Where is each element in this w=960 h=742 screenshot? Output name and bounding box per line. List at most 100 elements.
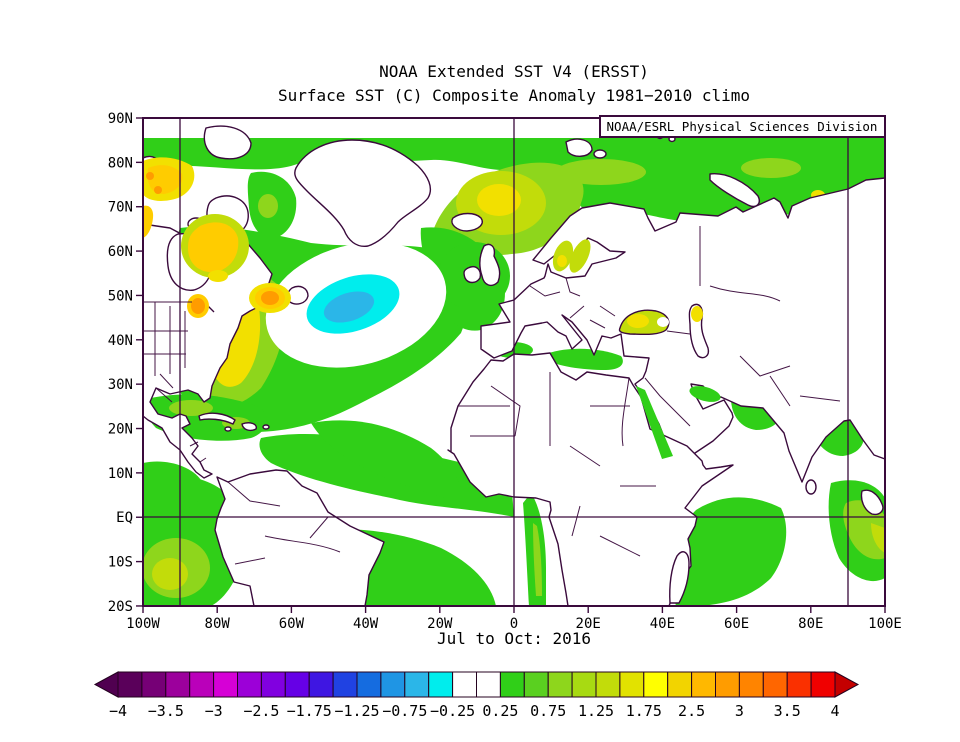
- colorbar-tick-label: 2.5: [678, 702, 705, 720]
- colorbar-tick-label: 4: [830, 702, 839, 720]
- lon-label: 60W: [279, 616, 305, 632]
- plot-title: NOAA Extended SST V4 (ERSST): [379, 62, 649, 81]
- madagascar-coast: [669, 551, 690, 604]
- colorbar-cell: [165, 671, 191, 698]
- credit-text: NOAA/ESRL Physical Sciences Division: [607, 119, 878, 134]
- africa-borders: [458, 372, 656, 557]
- persian-gulf-green: [689, 386, 721, 402]
- ellesmere-island: [203, 125, 252, 160]
- norwegian-sea-yellow: [477, 184, 521, 216]
- lon-label: 60E: [724, 616, 749, 632]
- map-canvas: NOAA/ESRL Physical Sciences Division 90N…: [108, 111, 902, 632]
- credit-box: NOAA/ESRL Physical Sciences Division: [599, 115, 886, 138]
- colorbar-cells: [93, 671, 860, 698]
- lon-label: 100E: [868, 616, 902, 632]
- colorbar-cell: [117, 671, 143, 698]
- south-atlantic-green: [311, 420, 466, 503]
- land-anomaly-patches: [143, 147, 721, 459]
- colorbar-cell: [523, 671, 549, 698]
- lon-label: 20W: [427, 616, 453, 632]
- eq-indian-green: [672, 497, 787, 606]
- colorbar-tick-label: −0.75: [382, 702, 427, 720]
- lat-label: 70N: [108, 200, 133, 216]
- sweden-yellow: [557, 255, 567, 267]
- britain-coast: [479, 243, 501, 287]
- colorbar-right-arrow: [834, 671, 860, 698]
- colorbar-labels: −4 −3.5 −3 −2.5 −1.75 −1.25 −0.75 −0.25 0.25 0.75…: [109, 702, 840, 720]
- colorbar-cell: [237, 671, 262, 698]
- kara-ygreen: [741, 158, 801, 178]
- colorbar-cell: [213, 671, 239, 698]
- colorbar-tick-label: 3: [735, 702, 744, 720]
- lat-label: 50N: [108, 288, 133, 304]
- colorbar-tick-label: 0.75: [530, 702, 566, 720]
- colorbar-cell: [189, 671, 215, 698]
- north-america-coast: [142, 223, 279, 479]
- colorbar-cell: [404, 671, 430, 698]
- africa-coast: [447, 352, 734, 607]
- south-america-coast: [214, 469, 385, 607]
- hispaniola: [241, 422, 257, 432]
- benguela-ygreen: [533, 523, 542, 596]
- colorbar-cell: [691, 671, 716, 698]
- colorbar-cell: [571, 671, 597, 698]
- colorbar-cell: [356, 671, 382, 698]
- lat-label: 10N: [108, 466, 133, 482]
- colorbar-tick-label: −1.25: [334, 702, 379, 720]
- baltic-yellowgreen: [569, 239, 591, 273]
- archipelago-orange-1: [146, 172, 154, 180]
- cuba: [198, 412, 236, 425]
- great-lakes-orange: [191, 298, 205, 314]
- archipelago-green: [158, 147, 182, 157]
- colorbar-tick-label: 0.25: [482, 702, 518, 720]
- newfoundland-coast: [287, 285, 309, 305]
- lon-label: 20E: [576, 616, 601, 632]
- colorbar-tick-label: 1.25: [578, 702, 614, 720]
- us-state-lines: [143, 302, 188, 389]
- black-sea-yellow: [627, 314, 649, 328]
- sumatra-yellowgreen: [871, 523, 885, 553]
- colorbar-tick-label: −4: [109, 702, 127, 720]
- period-label: Jul to Oct: 2016: [436, 629, 592, 648]
- lon-label: 80W: [205, 616, 231, 632]
- colorbar-cell: [428, 671, 454, 698]
- lat-label: 90N: [108, 111, 133, 127]
- archipelago-orange-2: [154, 186, 162, 194]
- jamaica: [224, 426, 232, 432]
- colorbar-tick-label: −3: [205, 702, 223, 720]
- colorbar-cell: [619, 671, 645, 698]
- svalbard-east: [593, 149, 607, 159]
- colorbar-cell: [715, 671, 740, 698]
- colorbar-cell: [260, 671, 286, 698]
- lat-label: 20N: [108, 422, 133, 438]
- lat-label: 10S: [108, 555, 133, 571]
- colorbar-tick-label: −1.75: [287, 702, 332, 720]
- colorbar-cell: [284, 671, 310, 698]
- colorbar-cell: [476, 671, 501, 698]
- lon-label: 100W: [126, 616, 160, 632]
- lon-label: 0: [510, 616, 518, 632]
- se-pacific-yellowgreen: [152, 558, 188, 590]
- hudson-yellow-south: [208, 270, 228, 282]
- lon-label: 40W: [353, 616, 379, 632]
- colorbar-tick-label: −2.5: [243, 702, 279, 720]
- lat-label: 40N: [108, 333, 133, 349]
- europe-borders: [529, 277, 616, 329]
- greenland-coast: [294, 139, 432, 247]
- mexico-border: [155, 387, 173, 403]
- colorbar-cell: [499, 671, 525, 698]
- colorbar-cell: [380, 671, 406, 698]
- plot-subtitle: Surface SST (C) Composite Anomaly 1981−2…: [277, 86, 750, 105]
- colorbar-cell: [738, 671, 764, 698]
- davis-strait-ygreen: [258, 194, 278, 218]
- hudson-foxe-gold: [188, 222, 239, 273]
- svalbard: [565, 138, 593, 157]
- colorbar-cell: [547, 671, 573, 698]
- colorbar-cell: [810, 671, 836, 698]
- asia-borders: [644, 226, 841, 427]
- graticule: [143, 118, 885, 606]
- colorbar-cell: [332, 671, 358, 698]
- colorbar-cell: [786, 671, 812, 698]
